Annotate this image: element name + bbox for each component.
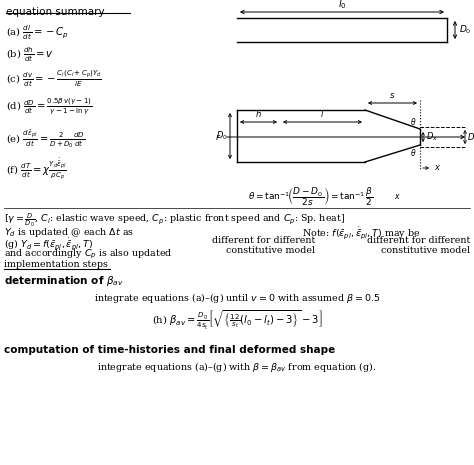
Text: integrate equations (a)–(g) until $v = 0$ with assumed $\beta = 0.5$: integrate equations (a)–(g) until $v = 0… — [94, 291, 380, 305]
Text: $Y_d$ is updated @ each $\Delta t$ as: $Y_d$ is updated @ each $\Delta t$ as — [4, 226, 134, 239]
Text: integrate equations (a)–(g) with $\beta = \beta_{av}$ from equation (g).: integrate equations (a)–(g) with $\beta … — [97, 360, 377, 374]
Text: implementation steps: implementation steps — [4, 260, 108, 269]
Text: constitutive model: constitutive model — [381, 246, 470, 255]
Text: $D$: $D$ — [467, 132, 474, 142]
Text: different for different: different for different — [212, 236, 315, 245]
Text: $\theta$: $\theta$ — [410, 147, 417, 158]
Text: $r$: $r$ — [215, 132, 221, 142]
Text: (e) $\frac{d\bar{\varepsilon}_{pl}}{dt} = \frac{2}{D+D_0}\frac{dD}{dt}$: (e) $\frac{d\bar{\varepsilon}_{pl}}{dt} … — [6, 128, 85, 150]
Text: $D_x$: $D_x$ — [426, 131, 438, 143]
Text: $\theta$: $\theta$ — [410, 116, 417, 127]
Text: different for different: different for different — [367, 236, 470, 245]
Text: $s$: $s$ — [390, 91, 396, 100]
Text: (f) $\frac{dT}{dt} = \chi\frac{Y_d\dot{\bar{\varepsilon}}_{pl}}{\rho C_p}$: (f) $\frac{dT}{dt} = \chi\frac{Y_d\dot{\… — [6, 157, 67, 183]
Text: and accordingly $C_p$ is also updated: and accordingly $C_p$ is also updated — [4, 248, 173, 261]
Text: (b) $\frac{dh}{dt} = v$: (b) $\frac{dh}{dt} = v$ — [6, 46, 54, 64]
Text: constitutive model: constitutive model — [226, 246, 315, 255]
Text: Note: $f(\bar{\varepsilon}_{pl}, \dot{\bar{\varepsilon}}_{pl}, T)$ may be: Note: $f(\bar{\varepsilon}_{pl}, \dot{\b… — [302, 226, 420, 242]
Text: (c) $\frac{dv}{dt} = -\frac{C_i(C_i+C_p)Y_d}{l\mathit{E}}$: (c) $\frac{dv}{dt} = -\frac{C_i(C_i+C_p)… — [6, 68, 102, 88]
Text: $x$: $x$ — [434, 164, 441, 173]
Text: $D_0$: $D_0$ — [459, 24, 472, 36]
Text: $h$: $h$ — [255, 108, 262, 119]
Text: (d) $\frac{dD}{dt} = \frac{0.5\beta\,v(\gamma-1)}{\gamma-1-\ln\gamma}$: (d) $\frac{dD}{dt} = \frac{0.5\beta\,v(\… — [6, 97, 92, 117]
Text: determination of $\beta_{av}$: determination of $\beta_{av}$ — [4, 274, 124, 288]
Text: computation of time-histories and final deformed shape: computation of time-histories and final … — [4, 345, 335, 355]
Text: $D_0$: $D_0$ — [216, 130, 228, 142]
Text: $[\gamma = \frac{D}{D_0}$, $C_i$: elastic wave speed, $C_p$: plastic front speed: $[\gamma = \frac{D}{D_0}$, $C_i$: elasti… — [4, 212, 345, 230]
Text: $x$: $x$ — [394, 192, 401, 201]
Text: $l_0$: $l_0$ — [337, 0, 346, 11]
Text: equation summary: equation summary — [6, 7, 105, 17]
Text: $\theta = \tan^{-1}\!\!\left(\dfrac{D-D_0}{2s}\right)= \tan^{-1}\dfrac{\beta}{2}: $\theta = \tan^{-1}\!\!\left(\dfrac{D-D_… — [248, 185, 374, 208]
Text: (g) $Y_d = f(\bar{\varepsilon}_{pl}, \dot{\bar{\varepsilon}}_{pl}, T)$: (g) $Y_d = f(\bar{\varepsilon}_{pl}, \do… — [4, 237, 93, 253]
Text: $l$: $l$ — [320, 108, 325, 119]
Text: (a) $\frac{dl}{dt} = -C_p$: (a) $\frac{dl}{dt} = -C_p$ — [6, 24, 69, 42]
Text: (h) $\beta_{av} = \frac{D_0}{4s_t}\left[\sqrt{\left\{\frac{12}{s_t}(l_0-l_t)-3\r: (h) $\beta_{av} = \frac{D_0}{4s_t}\left[… — [152, 308, 322, 331]
